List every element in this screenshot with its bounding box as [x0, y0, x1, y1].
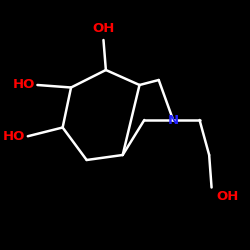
Text: HO: HO — [13, 78, 35, 92]
Text: HO: HO — [3, 130, 26, 143]
Text: N: N — [168, 114, 179, 126]
Text: OH: OH — [92, 22, 115, 35]
Text: OH: OH — [216, 190, 239, 203]
